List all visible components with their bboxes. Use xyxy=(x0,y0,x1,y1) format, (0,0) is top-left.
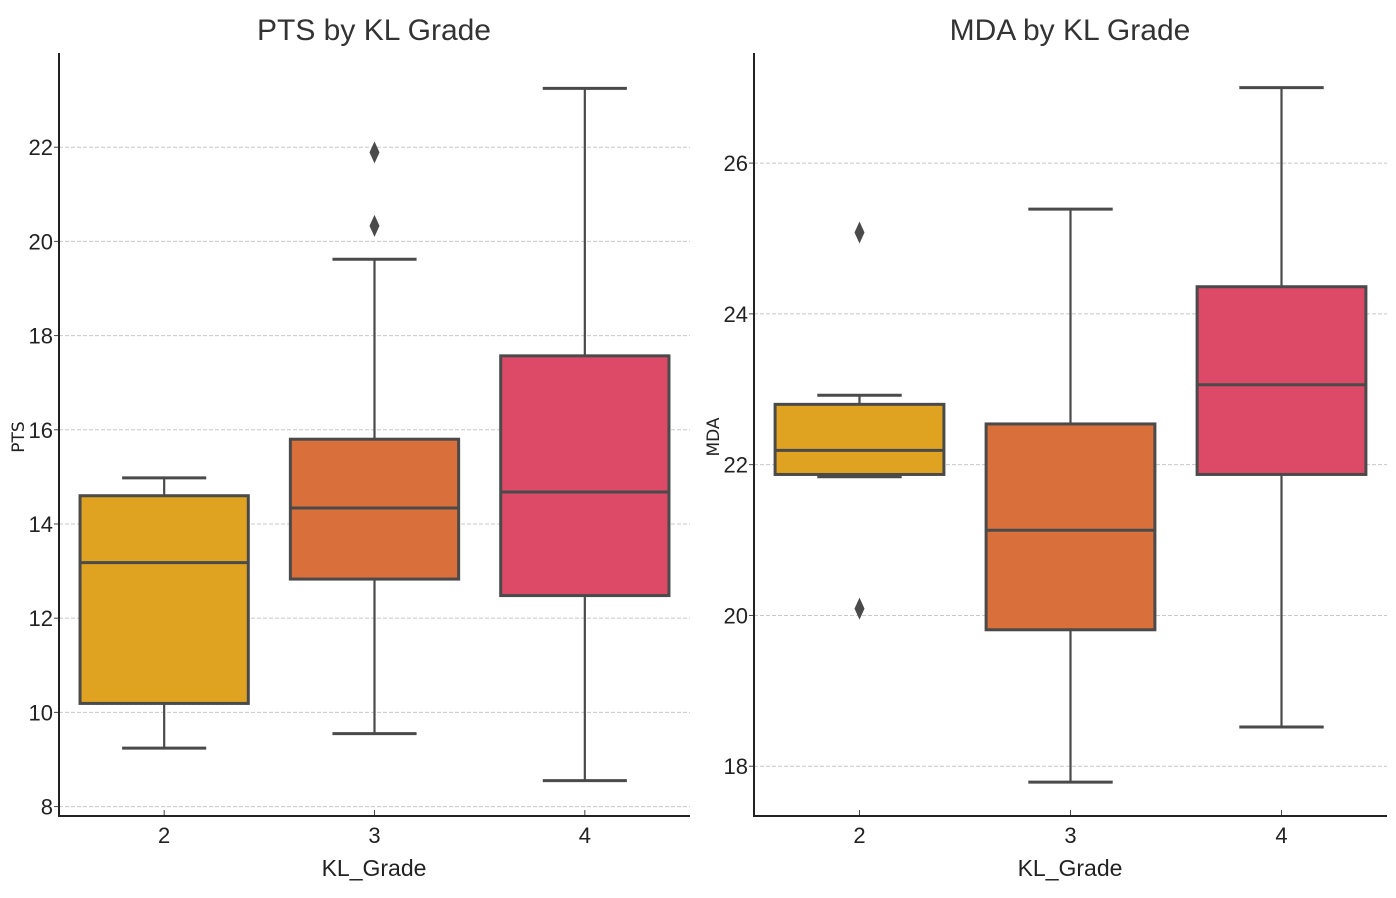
y-tick-label: 14 xyxy=(29,512,53,537)
box-4 xyxy=(1195,86,1368,729)
box-4 xyxy=(499,86,671,783)
pts-chart: PTS by KL Grade KL_Grade PTS 8 10 12 14 16 18… xyxy=(9,14,690,881)
y-tick-label: 16 xyxy=(29,418,53,443)
y-tick-label: 10 xyxy=(29,700,53,725)
box-3 xyxy=(984,207,1157,784)
chart-title: MDA by KL Grade xyxy=(950,14,1191,47)
y-tick-label: 20 xyxy=(29,229,53,254)
x-tick-label: 4 xyxy=(1275,823,1287,848)
x-tick-label: 4 xyxy=(579,823,591,848)
iqr-box xyxy=(773,402,946,476)
x-axis-label: KL_Grade xyxy=(322,855,427,881)
outlier-point xyxy=(854,597,865,620)
y-tick-label: 26 xyxy=(724,151,748,176)
box-2 xyxy=(78,476,250,750)
outlier-point xyxy=(854,221,865,244)
chart-title: PTS by KL Grade xyxy=(257,14,491,47)
iqr-box xyxy=(499,354,671,598)
y-tick-label: 18 xyxy=(29,324,53,349)
iqr-box xyxy=(984,422,1157,632)
x-tick-label: 2 xyxy=(853,823,865,848)
x-tick-label: 3 xyxy=(1064,823,1076,848)
x-axis-label: KL_Grade xyxy=(1018,855,1123,881)
y-tick-label: 8 xyxy=(41,795,53,820)
outlier-point xyxy=(369,214,380,237)
y-tick-label: 22 xyxy=(724,453,748,478)
y-tick-label: 18 xyxy=(724,754,748,779)
y-tick-label: 24 xyxy=(724,302,748,327)
y-axis-label: PTS xyxy=(9,421,29,452)
mda-chart: MDA by KL Grade KL_Grade MDA 18202224262… xyxy=(704,14,1387,881)
y-axis-label: MDA xyxy=(704,417,724,456)
x-tick-label: 2 xyxy=(158,823,170,848)
x-tick-label: 3 xyxy=(368,823,380,848)
iqr-box xyxy=(1195,285,1368,476)
box-3 xyxy=(288,141,461,736)
outlier-point xyxy=(369,141,380,164)
box-2 xyxy=(773,221,946,620)
iqr-box xyxy=(78,494,250,705)
y-tick-label: 12 xyxy=(29,606,53,631)
y-tick-label: 22 xyxy=(29,135,53,160)
y-tick-label: 20 xyxy=(724,603,748,628)
